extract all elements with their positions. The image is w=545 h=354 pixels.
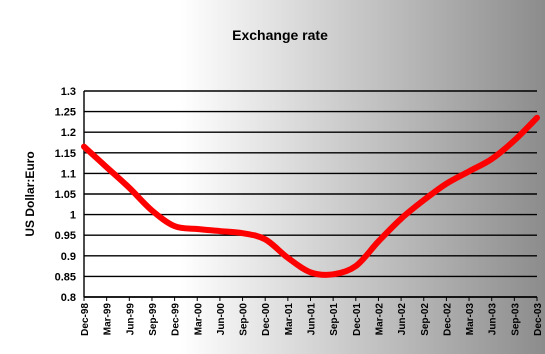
y-tick-label: 1.15 bbox=[55, 148, 76, 160]
y-tick-label: 1.05 bbox=[55, 189, 76, 201]
y-axis-label: US Dollar:Euro bbox=[23, 151, 37, 236]
x-tick-label: Sep-01 bbox=[329, 303, 340, 336]
plot-area: 1.3 1.25 1.2 1.15 1.1 1.05 1 0.95 0.9 0.85 0.8 Dec-… bbox=[55, 86, 544, 336]
data-point bbox=[240, 230, 246, 236]
data-point bbox=[466, 168, 472, 174]
x-tick-label: Mar-02 bbox=[374, 303, 385, 336]
y-tick-label: 1 bbox=[70, 210, 76, 222]
x-tick-label: Jun-00 bbox=[216, 303, 227, 336]
data-point bbox=[308, 269, 313, 275]
data-point bbox=[217, 228, 223, 234]
data-point bbox=[489, 156, 495, 162]
x-tick-label: Sep-02 bbox=[420, 303, 431, 336]
data-point bbox=[285, 255, 291, 261]
x-tick-label: Dec-00 bbox=[261, 303, 272, 336]
y-tick-label: 1.2 bbox=[61, 127, 76, 139]
x-tick-label: Jun-01 bbox=[307, 303, 318, 336]
data-point bbox=[421, 197, 427, 203]
x-tick-label: Dec-03 bbox=[533, 303, 544, 336]
x-tick-label: Sep-00 bbox=[239, 303, 250, 336]
x-tick-label: Dec-02 bbox=[442, 303, 453, 336]
x-tick-label: Jun-02 bbox=[397, 303, 408, 336]
data-point bbox=[398, 216, 404, 222]
x-tick-label: Dec-98 bbox=[80, 303, 91, 336]
y-tick-label: 1.3 bbox=[61, 86, 76, 98]
data-point bbox=[511, 137, 517, 143]
x-tick-label: Jun-03 bbox=[488, 303, 499, 336]
y-tick-label: 0.85 bbox=[55, 271, 76, 283]
x-tick-label: Dec-01 bbox=[352, 303, 363, 336]
data-point bbox=[81, 144, 87, 150]
data-point bbox=[194, 226, 200, 232]
x-tick-label: Mar-01 bbox=[284, 303, 295, 336]
chart-title: Exchange rate bbox=[232, 27, 328, 43]
data-point bbox=[149, 207, 155, 213]
data-point bbox=[353, 263, 359, 269]
x-tick-label: Jun-99 bbox=[125, 303, 136, 336]
x-tick-label: Dec-99 bbox=[171, 303, 182, 336]
data-point bbox=[104, 164, 110, 170]
y-tick-label: 0.9 bbox=[61, 251, 76, 263]
y-tick-label: 1.25 bbox=[55, 107, 76, 119]
x-tick-label: Mar-03 bbox=[465, 303, 476, 336]
x-tick-label: Sep-99 bbox=[148, 303, 159, 336]
data-point bbox=[443, 181, 449, 187]
x-tick-label: Mar-99 bbox=[103, 303, 114, 336]
data-point bbox=[330, 271, 336, 277]
data-point bbox=[262, 236, 268, 242]
x-tick-label: Mar-00 bbox=[193, 303, 204, 336]
y-tick-label: 1.1 bbox=[61, 168, 76, 180]
x-tick-label: Sep-03 bbox=[510, 303, 521, 336]
y-tick-label: 0.8 bbox=[61, 292, 76, 304]
data-point bbox=[126, 185, 132, 191]
data-point bbox=[375, 238, 381, 244]
data-point bbox=[534, 115, 540, 121]
y-tick-label: 0.95 bbox=[55, 230, 76, 242]
data-point bbox=[172, 223, 178, 229]
